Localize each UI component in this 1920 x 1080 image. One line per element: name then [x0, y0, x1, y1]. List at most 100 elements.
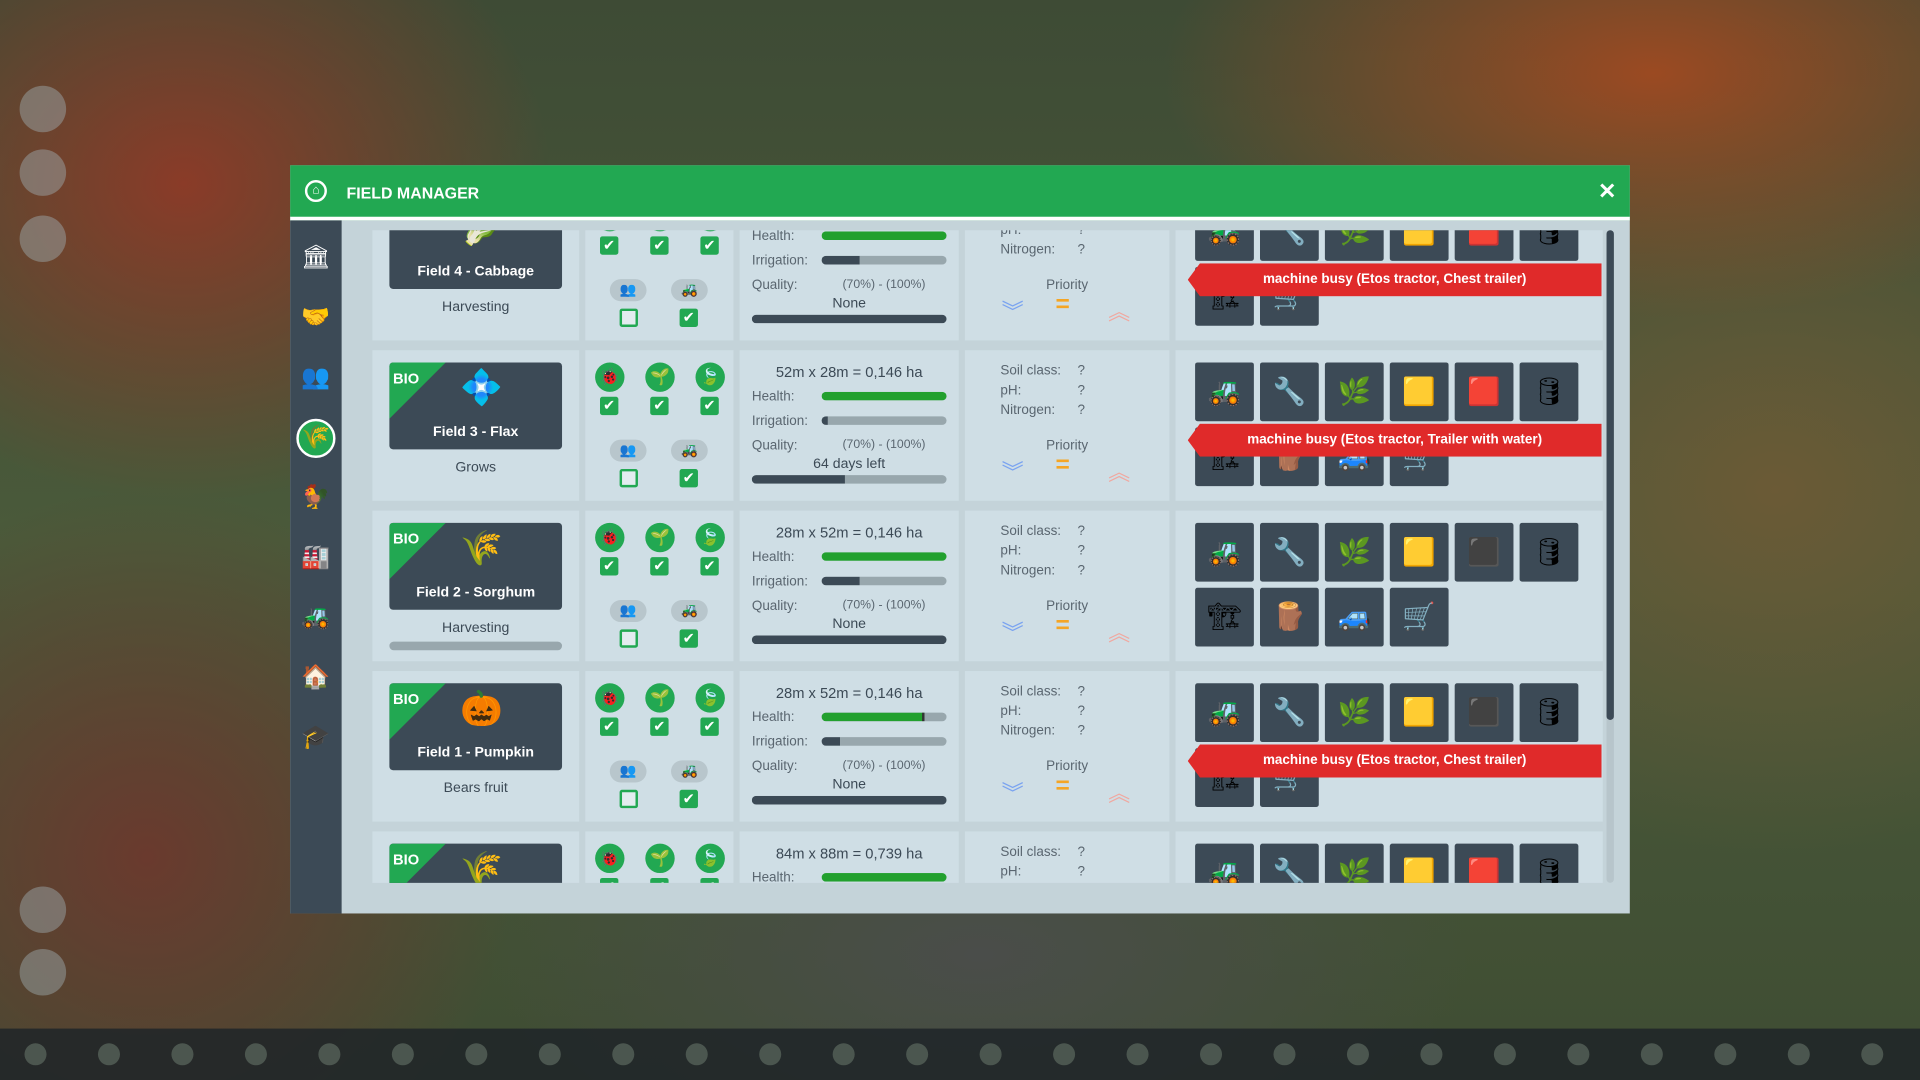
- bug-checkbox[interactable]: ✔: [600, 877, 619, 883]
- leaf-checkbox[interactable]: ✔: [700, 717, 719, 736]
- toolbar-icon[interactable]: [906, 1043, 929, 1066]
- sidebar-item-bank[interactable]: 🏛: [301, 244, 331, 271]
- toolbar-icon[interactable]: [832, 1043, 855, 1066]
- field-card[interactable]: BIO 🎃 Field 1 - Pumpkin: [389, 683, 563, 771]
- plant-checkbox[interactable]: ✔: [650, 877, 669, 883]
- toolbar-icon[interactable]: [171, 1043, 194, 1066]
- machine-slot[interactable]: 🛢: [1519, 522, 1579, 582]
- machine-slot[interactable]: 🔧: [1260, 843, 1319, 883]
- toolbar-icon[interactable]: [1126, 1043, 1149, 1066]
- plant-checkbox[interactable]: ✔: [650, 236, 669, 255]
- machine-slot[interactable]: 🪵: [1260, 587, 1319, 647]
- sidebar-item-animals[interactable]: 🐓: [301, 484, 331, 511]
- machine-slot[interactable]: 🟨: [1389, 522, 1449, 582]
- field-card[interactable]: 🥬 Field 4 - Cabbage: [389, 230, 563, 289]
- toolbar-icon[interactable]: [1346, 1043, 1369, 1066]
- toolbar-icon[interactable]: [391, 1043, 414, 1066]
- sidebar-item-factory[interactable]: 🏭: [301, 544, 331, 571]
- leaf-checkbox[interactable]: ✔: [700, 396, 719, 416]
- toolbar-icon[interactable]: [1640, 1043, 1663, 1066]
- machine-slot[interactable]: 🟨: [1389, 843, 1449, 883]
- toolbar-icon[interactable]: [1273, 1043, 1296, 1066]
- priority-normal-button[interactable]: =: [1055, 451, 1070, 479]
- worker-checkbox[interactable]: [619, 308, 638, 327]
- bug-checkbox[interactable]: ✔: [600, 236, 619, 255]
- priority-low-button[interactable]: ︾: [1001, 460, 1024, 485]
- machine-slot[interactable]: 🟥: [1454, 362, 1514, 422]
- priority-normal-button[interactable]: =: [1055, 772, 1070, 800]
- plant-checkbox[interactable]: ✔: [650, 396, 669, 416]
- map-button[interactable]: [19, 85, 67, 133]
- field-card[interactable]: BIO 💠 Field 3 - Flax: [389, 362, 563, 450]
- tractor-checkbox[interactable]: ✔: [679, 789, 698, 809]
- worker-checkbox[interactable]: [619, 629, 638, 648]
- machine-slot[interactable]: 🚜: [1195, 230, 1254, 261]
- toolbar-icon[interactable]: [244, 1043, 267, 1066]
- bug-checkbox[interactable]: ✔: [600, 717, 619, 736]
- field-card[interactable]: BIO 🌾: [389, 843, 563, 883]
- machine-slot[interactable]: 🔧: [1260, 522, 1319, 582]
- machine-slot[interactable]: 🚙: [1324, 587, 1384, 647]
- sidebar-item-workers[interactable]: 👥: [301, 364, 331, 391]
- tractor-checkbox[interactable]: ✔: [679, 308, 698, 327]
- zoom-out-button[interactable]: [19, 948, 67, 996]
- priority-high-button[interactable]: ︽: [1108, 620, 1131, 646]
- tractor-checkbox[interactable]: ✔: [679, 629, 698, 648]
- machine-slot[interactable]: 🟨: [1389, 683, 1449, 743]
- machine-slot[interactable]: 🌿: [1324, 522, 1384, 582]
- toolbar-icon[interactable]: [979, 1043, 1002, 1066]
- toolbar-icon[interactable]: [685, 1043, 708, 1066]
- zoom-in-button[interactable]: [19, 886, 67, 934]
- machine-slot[interactable]: 🛢: [1519, 843, 1579, 883]
- machine-slot[interactable]: ⬛: [1454, 522, 1514, 582]
- machine-slot[interactable]: 🔧: [1260, 362, 1319, 422]
- sidebar-item-fields[interactable]: 🌾: [296, 418, 336, 458]
- scrollbar[interactable]: [1606, 230, 1614, 883]
- field-list[interactable]: 🥬 Field 4 - Cabbage Harvesting 🐞 ✔ 🌱 ✔ 🍃 ✔ 👥 🚜 ✔ Hea…: [372, 230, 1603, 883]
- priority-normal-button[interactable]: =: [1055, 612, 1070, 640]
- machine-slot[interactable]: 🌿: [1324, 362, 1384, 422]
- machine-slot[interactable]: 🚜: [1195, 522, 1254, 582]
- machine-slot[interactable]: 🟥: [1454, 843, 1514, 883]
- bug-checkbox[interactable]: ✔: [600, 396, 619, 416]
- toolbar-icon[interactable]: [759, 1043, 782, 1066]
- machine-slot[interactable]: 🛒: [1389, 587, 1449, 647]
- machine-slot[interactable]: 🌿: [1324, 843, 1384, 883]
- plant-checkbox[interactable]: ✔: [650, 717, 669, 736]
- machine-slot[interactable]: 🟥: [1454, 230, 1514, 261]
- priority-low-button[interactable]: ︾: [1001, 781, 1024, 806]
- tractor-checkbox[interactable]: ✔: [679, 468, 698, 488]
- machine-slot[interactable]: 🛢: [1519, 683, 1579, 743]
- leaf-checkbox[interactable]: ✔: [700, 877, 719, 883]
- priority-normal-button[interactable]: =: [1055, 291, 1070, 319]
- priority-high-button[interactable]: ︽: [1108, 460, 1131, 485]
- toolbar-icon[interactable]: [1420, 1043, 1443, 1066]
- toolbar-icon[interactable]: [1567, 1043, 1590, 1066]
- toolbar-icon[interactable]: [1861, 1043, 1884, 1066]
- sidebar-item-vehicles[interactable]: 🚜: [301, 604, 331, 631]
- machine-slot[interactable]: 🔧: [1260, 683, 1319, 743]
- close-icon[interactable]: ✕: [1597, 178, 1617, 204]
- machine-slot[interactable]: 🌿: [1324, 230, 1384, 261]
- machine-slot[interactable]: 🏗: [1195, 587, 1254, 647]
- map-button[interactable]: [19, 149, 67, 196]
- toolbar-icon[interactable]: [1053, 1043, 1076, 1066]
- leaf-checkbox[interactable]: ✔: [700, 236, 719, 255]
- priority-low-button[interactable]: ︾: [1001, 620, 1024, 646]
- machine-slot[interactable]: 🔧: [1260, 230, 1319, 261]
- field-card[interactable]: BIO 🌾 Field 2 - Sorghum: [389, 522, 563, 610]
- toolbar-icon[interactable]: [465, 1043, 488, 1066]
- priority-high-button[interactable]: ︽: [1108, 781, 1131, 806]
- machine-slot[interactable]: 🚜: [1195, 843, 1254, 883]
- machine-slot[interactable]: 🟨: [1389, 362, 1449, 422]
- toolbar-icon[interactable]: [612, 1043, 635, 1066]
- bug-checkbox[interactable]: ✔: [600, 557, 619, 576]
- toolbar-icon[interactable]: [1200, 1043, 1223, 1066]
- priority-low-button[interactable]: ︾: [1001, 300, 1024, 325]
- sidebar-item-buildings[interactable]: 🏠: [301, 664, 331, 691]
- priority-high-button[interactable]: ︽: [1108, 300, 1131, 325]
- toolbar-icon[interactable]: [24, 1043, 47, 1066]
- toolbar-icon[interactable]: [1714, 1043, 1737, 1066]
- worker-checkbox[interactable]: [619, 468, 638, 488]
- machine-slot[interactable]: 🚜: [1195, 362, 1254, 422]
